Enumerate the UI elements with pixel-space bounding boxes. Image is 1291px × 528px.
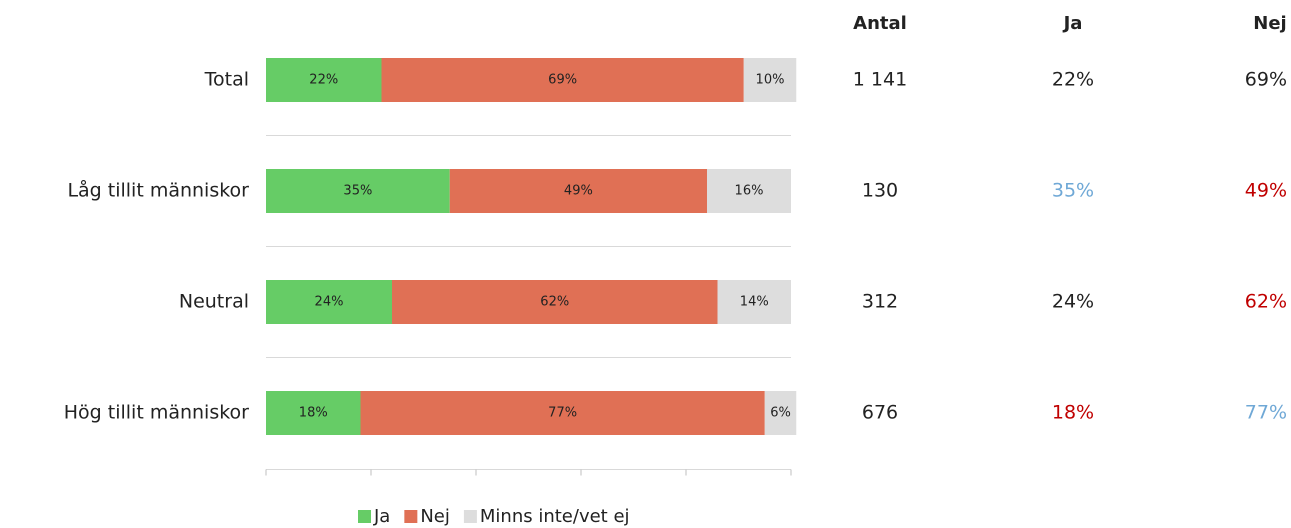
legend-label: Nej bbox=[420, 506, 450, 527]
table-cell: 62% bbox=[1245, 291, 1287, 313]
data-label: 6% bbox=[770, 406, 791, 421]
data-label: 10% bbox=[756, 73, 785, 88]
bar-segment bbox=[266, 169, 450, 213]
table-cell: 18% bbox=[1052, 402, 1094, 424]
data-label: 24% bbox=[315, 295, 344, 310]
category-label: Total bbox=[204, 69, 249, 91]
category-label: Neutral bbox=[179, 291, 249, 313]
table-cell: 49% bbox=[1245, 180, 1287, 202]
bar-segment bbox=[392, 280, 718, 324]
bar-segment bbox=[360, 391, 765, 435]
data-label: 69% bbox=[548, 73, 577, 88]
data-label: 35% bbox=[343, 184, 372, 199]
table-cell: 77% bbox=[1245, 402, 1287, 424]
table-cell: 130 bbox=[862, 180, 898, 202]
bar-segment bbox=[743, 58, 797, 102]
table-cell: 312 bbox=[862, 291, 898, 313]
column-header: Ja bbox=[1062, 13, 1083, 34]
data-label: 77% bbox=[548, 406, 577, 421]
category-label: Låg tillit människor bbox=[67, 179, 249, 202]
column-header: Nej bbox=[1253, 13, 1286, 34]
bar-segment bbox=[266, 280, 392, 324]
table-cell: 22% bbox=[1052, 69, 1094, 91]
column-header: Antal bbox=[853, 13, 907, 34]
table-cell: 1 141 bbox=[853, 69, 907, 91]
bar-segment bbox=[266, 58, 382, 102]
bar-segment bbox=[764, 391, 797, 435]
bar-segment bbox=[266, 391, 361, 435]
legend-label: Ja bbox=[373, 506, 390, 527]
table-cell: 676 bbox=[862, 402, 898, 424]
legend-swatch bbox=[358, 510, 371, 523]
legend-label: Minns inte/vet ej bbox=[480, 506, 630, 527]
table-cell: 69% bbox=[1245, 69, 1287, 91]
data-label: 62% bbox=[540, 295, 569, 310]
data-label: 16% bbox=[735, 184, 764, 199]
bar-segment bbox=[707, 169, 791, 213]
bar-segment bbox=[449, 169, 707, 213]
data-label: 18% bbox=[299, 406, 328, 421]
table-cell: 35% bbox=[1052, 180, 1094, 202]
category-label: Hög tillit människor bbox=[64, 402, 249, 424]
data-label: 22% bbox=[309, 73, 338, 88]
data-label: 14% bbox=[740, 295, 769, 310]
table-cell: 24% bbox=[1052, 291, 1094, 313]
legend-swatch bbox=[404, 510, 418, 523]
data-label: 49% bbox=[564, 184, 593, 199]
bar-segment bbox=[381, 58, 744, 102]
bar-segment bbox=[717, 280, 791, 324]
legend-swatch bbox=[463, 510, 477, 523]
